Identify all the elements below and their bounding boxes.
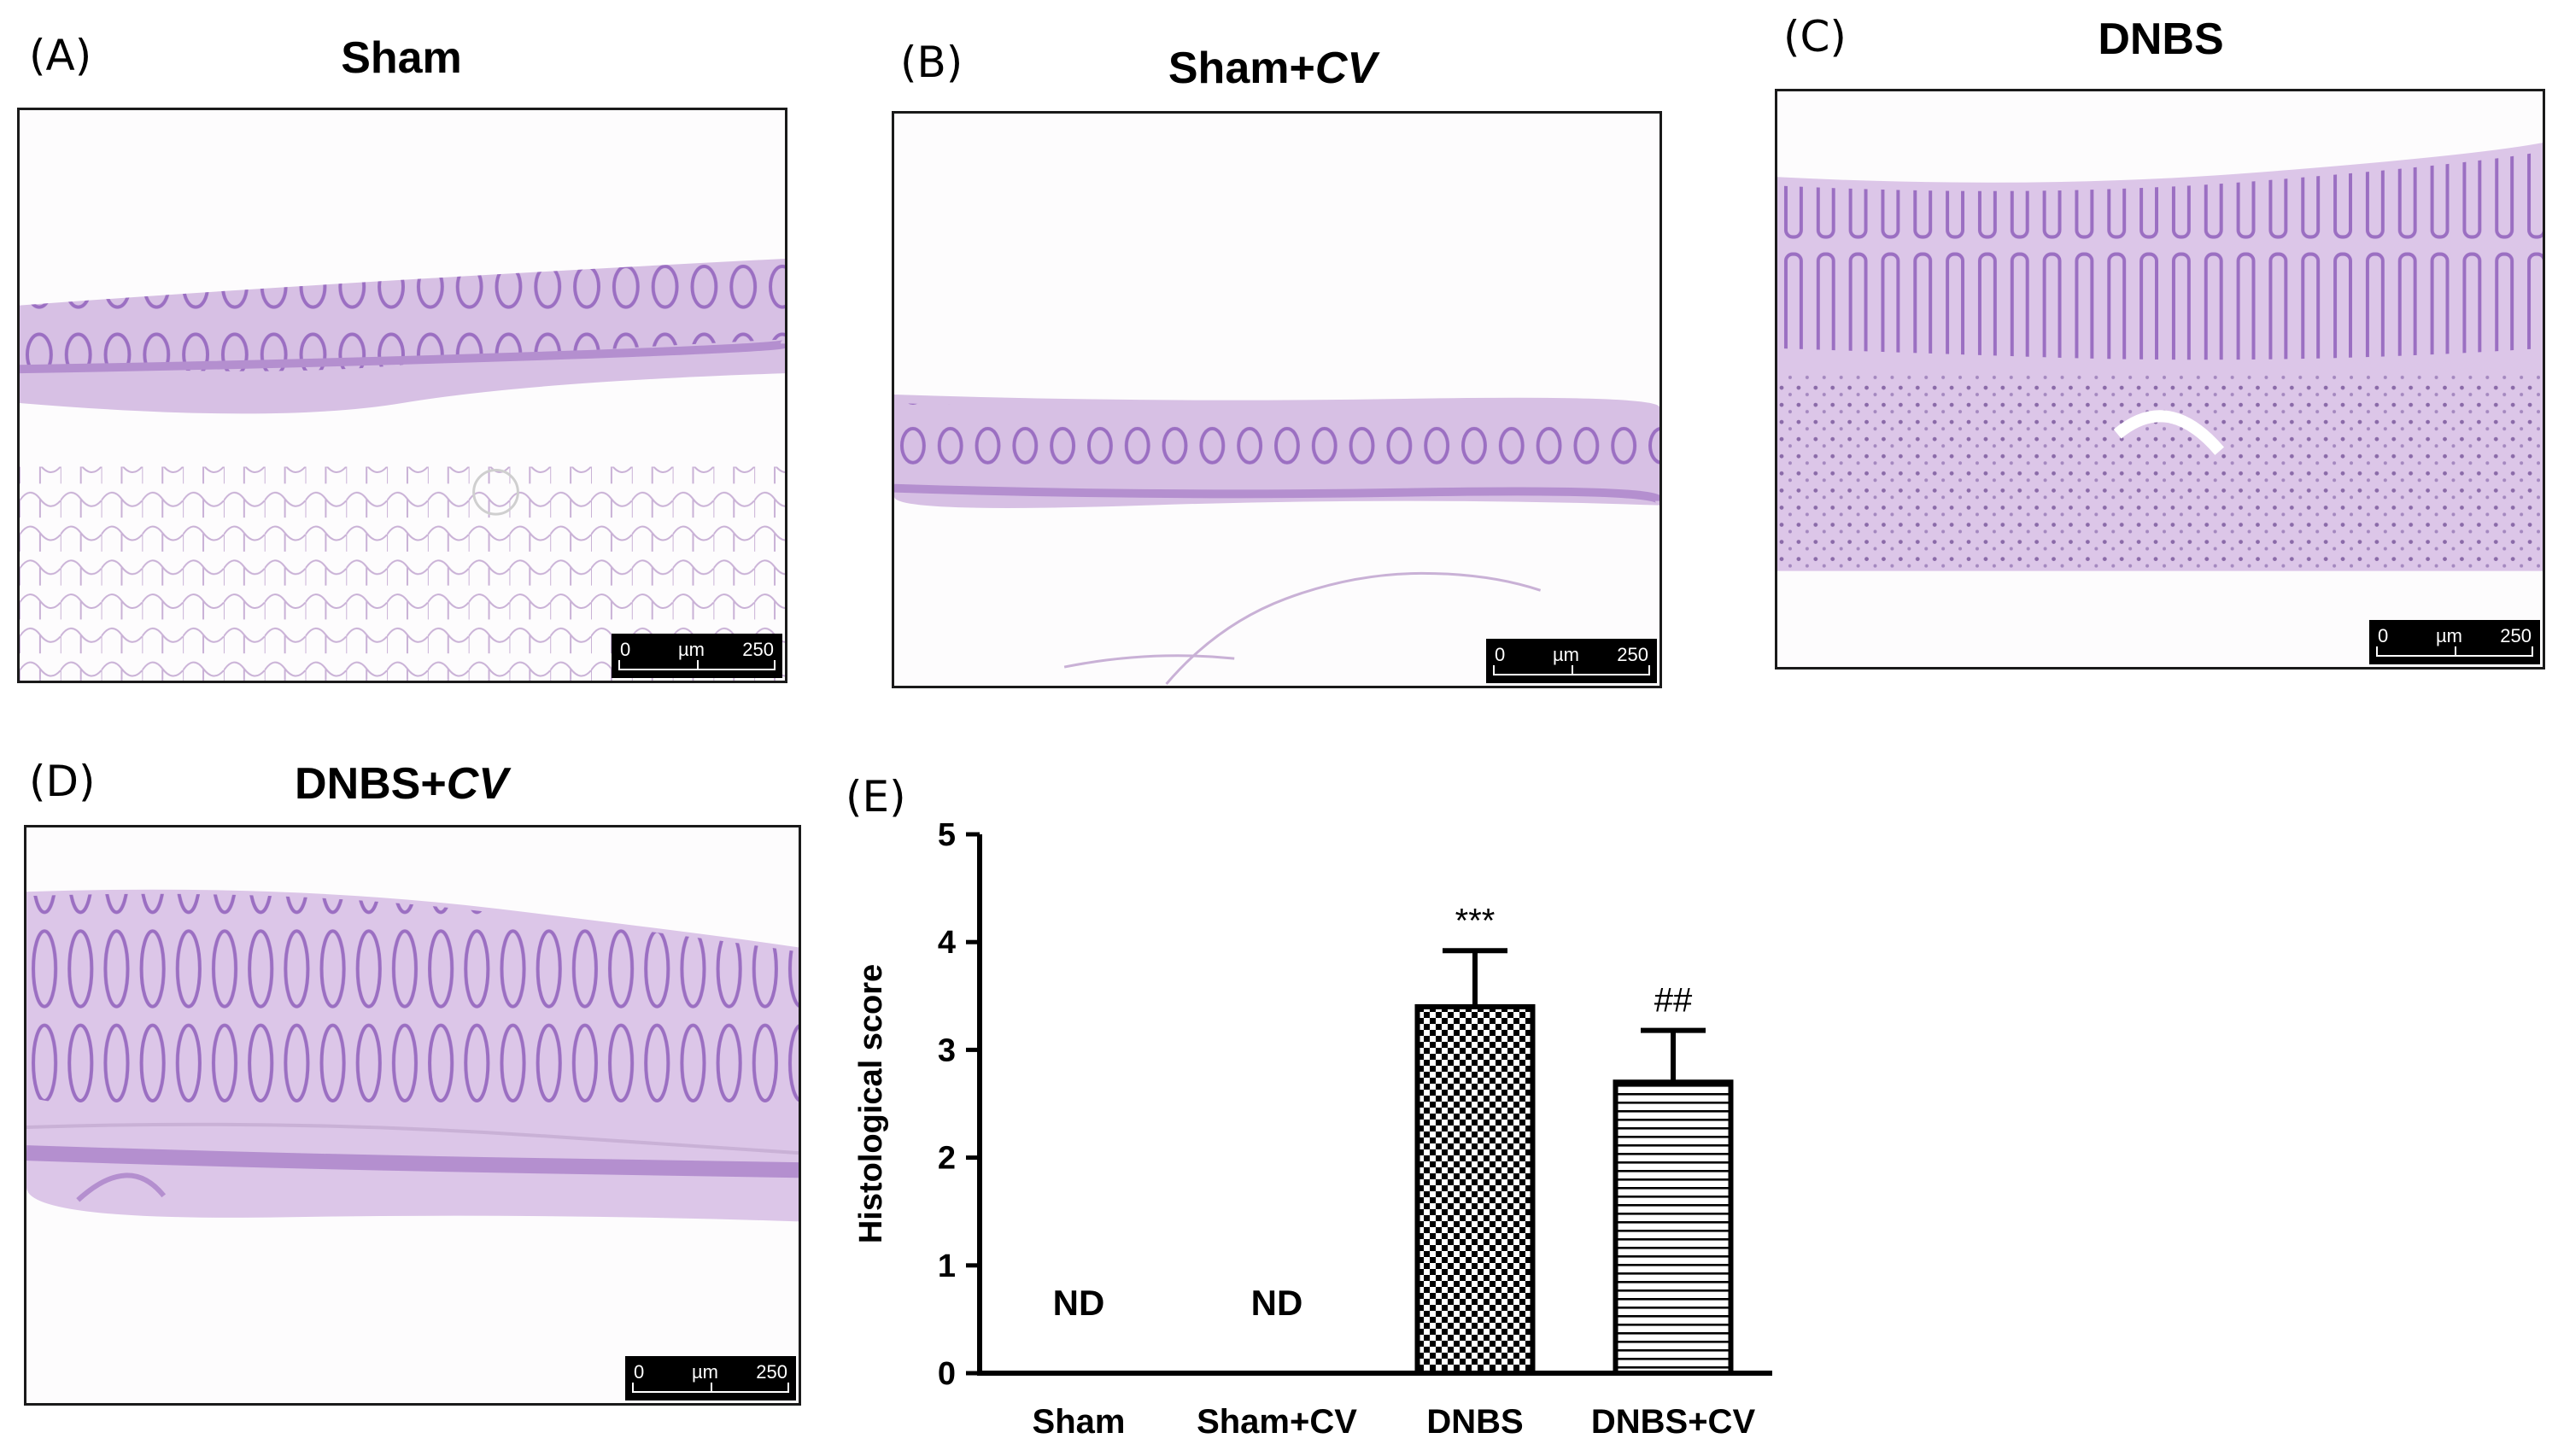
tissue-dnbs-cv [26,889,799,1222]
panel-title-a: Sham [290,36,512,80]
y-tick-label: 0 [938,1356,956,1392]
panel-title-c: DNBS [2050,17,2272,61]
panel-title-d-text: DNBS+ [295,759,447,809]
micrograph-dnbs-cv: 0 µm 250 [24,825,801,1406]
scalebar-b: 0 µm 250 [1486,639,1657,683]
x-tick-label: DNBS [1426,1403,1523,1441]
histological-score-chart: 0 1 2 3 4 5 Histological score Sham ND Sham+CV ND D… [853,817,1772,1441]
panel-title-a-text: Sham [341,33,462,83]
significance-label: ## [1654,982,1693,1020]
scalebar-start: 0 [2378,625,2389,646]
micrograph-dnbs: 0 µm 250 [1775,89,2545,670]
scalebar-end: 250 [742,639,774,660]
scalebar-end: 250 [1617,644,1648,665]
scalebar-start: 0 [634,1361,645,1383]
panel-letter-e: (E) [846,772,906,822]
scalebar-a: 0 µm 250 [612,634,782,678]
x-tick-label: Sham [1033,1403,1126,1441]
scalebar-unit: µm [692,1361,719,1383]
x-tick-label: Sham+CV [1197,1403,1357,1441]
scalebar-d: 0 µm 250 [625,1356,796,1400]
bar-dnbs-cv [1613,1079,1734,1376]
nd-label: ND [1251,1283,1303,1323]
panel-title-b-text: Sham+ [1168,44,1315,93]
panel-letter-d: (D) [29,757,96,806]
tissue-sham-cv [894,395,1659,685]
panel-title-d: DNBS+CV [273,762,530,806]
y-tick-label: 3 [938,1032,956,1068]
significance-label: *** [1455,902,1496,939]
nd-label: ND [1053,1283,1105,1323]
y-tick-label: 4 [938,925,956,961]
scalebar-unit: µm [678,639,705,660]
scalebar-c: 0 µm 250 [2369,620,2540,664]
y-tick-label: 5 [938,817,956,853]
y-tick-label: 2 [938,1141,956,1177]
panel-letter-b: (B) [900,38,963,87]
panel-title-d-italic: CV [446,759,508,809]
panel-letter-a: (A) [29,31,92,80]
scalebar-unit: µm [1553,644,1580,665]
scalebar-end: 250 [756,1361,787,1383]
panel-letter-c: (C) [1783,12,1847,61]
tissue-dnbs [1777,143,2543,571]
y-tick-label: 1 [938,1248,956,1284]
panel-title-b: Sham+CV [1144,46,1401,91]
tissue-sham [20,258,785,681]
bar-dnbs [1414,1003,1536,1376]
y-axis-label: Histological score [853,964,889,1243]
scalebar-start: 0 [1495,644,1506,665]
micrograph-sham: 0 µm 250 [17,108,787,683]
scalebar-unit: µm [2436,625,2463,646]
micrograph-sham-cv: 0 µm 250 [892,111,1662,688]
panel-title-b-italic: CV [1314,44,1378,93]
scalebar-start: 0 [620,639,631,660]
panel-title-c-text: DNBS [2098,15,2224,64]
scalebar-end: 250 [2500,625,2532,646]
x-tick-label: DNBS+CV [1591,1403,1756,1441]
